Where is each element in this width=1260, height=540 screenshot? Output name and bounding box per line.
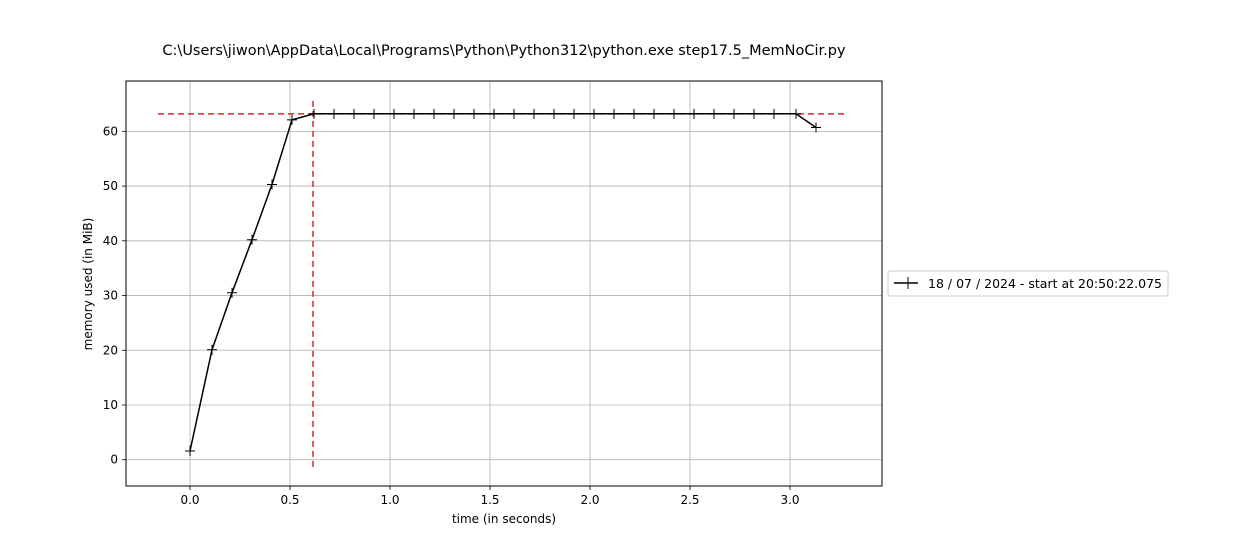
data-point-marker: [489, 108, 499, 119]
y-tick-label: 0: [110, 453, 118, 467]
data-point-marker: [749, 108, 759, 119]
y-tick-label: 40: [103, 234, 118, 248]
data-point-marker: [629, 108, 639, 119]
data-point-marker: [349, 108, 359, 119]
chart-title: C:\Users\jiwon\AppData\Local\Programs\Py…: [162, 43, 846, 59]
data-point-marker: [589, 108, 599, 119]
x-axis-label: time (in seconds): [452, 512, 556, 526]
data-point-marker: [449, 108, 459, 119]
x-tick-label: 1.0: [380, 493, 399, 507]
data-point-marker: [185, 445, 195, 456]
data-point-marker: [207, 344, 217, 355]
legend-box: [887, 270, 1169, 297]
y-tick-label: 20: [103, 343, 118, 357]
data-point-marker: [329, 108, 339, 119]
threshold-lines: [158, 96, 846, 467]
y-tick-label: 50: [103, 179, 118, 193]
data-point-marker: [509, 108, 519, 119]
x-tick-label: 2.0: [580, 493, 599, 507]
data-point-marker: [369, 108, 379, 119]
data-point-marker: [609, 108, 619, 119]
data-point-marker: [309, 108, 319, 119]
data-point-marker: [469, 108, 479, 119]
data-point-marker: [267, 179, 277, 190]
grid-lines: [126, 81, 882, 486]
y-tick-label: 10: [103, 398, 118, 412]
data-point-marker: [529, 108, 539, 119]
x-tick-label: 3.0: [780, 493, 799, 507]
y-tick-label: 60: [103, 124, 118, 138]
x-tick-label: 0.5: [280, 493, 299, 507]
legend-entry-label: 18 / 07 / 2024 - start at 20:50:22.075: [928, 276, 1162, 291]
data-point-marker: [389, 108, 399, 119]
x-tick-label: 0.0: [180, 493, 199, 507]
y-axis-label: memory used (in MiB): [81, 218, 95, 351]
axis-ticks: 0.0 0.5 1.0 1.5 2.0 2.5 3.0 0 10 20 30 40 50 60: [103, 124, 800, 507]
data-point-marker: [791, 108, 801, 119]
data-point-marker: [689, 108, 699, 119]
data-point-marker: [669, 108, 679, 119]
x-tick-label: 2.5: [680, 493, 699, 507]
legend-marker-swatch: [902, 277, 914, 289]
data-point-marker: [729, 108, 739, 119]
data-point-marker: [247, 234, 257, 245]
x-tick-label: 1.5: [480, 493, 499, 507]
y-tick-label: 30: [103, 289, 118, 303]
data-point-marker: [649, 108, 659, 119]
data-point-marker: [409, 108, 419, 119]
data-point-marker: [769, 108, 779, 119]
plot-frame: [125, 80, 883, 487]
series-layer: [185, 108, 821, 456]
data-point-marker: [709, 108, 719, 119]
data-point-marker: [429, 108, 439, 119]
data-point-marker: [811, 122, 821, 133]
data-point-marker: [549, 108, 559, 119]
data-point-marker: [227, 287, 237, 298]
data-point-marker: [569, 108, 579, 119]
legend: 18 / 07 / 2024 - start at 20:50:22.075: [887, 270, 1169, 297]
data-point-marker: [287, 114, 297, 125]
series-line: [189, 113, 817, 452]
